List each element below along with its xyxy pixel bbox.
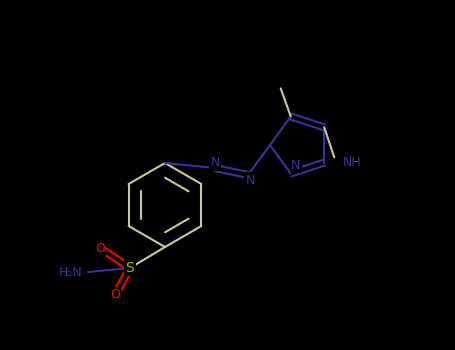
Text: N: N: [210, 156, 220, 169]
Text: O: O: [95, 241, 105, 254]
Text: H₂N: H₂N: [59, 266, 83, 279]
Text: NH: NH: [342, 156, 361, 169]
Text: N: N: [291, 159, 300, 172]
Text: O: O: [110, 288, 120, 301]
Text: N: N: [245, 174, 255, 187]
Text: S: S: [126, 261, 134, 275]
